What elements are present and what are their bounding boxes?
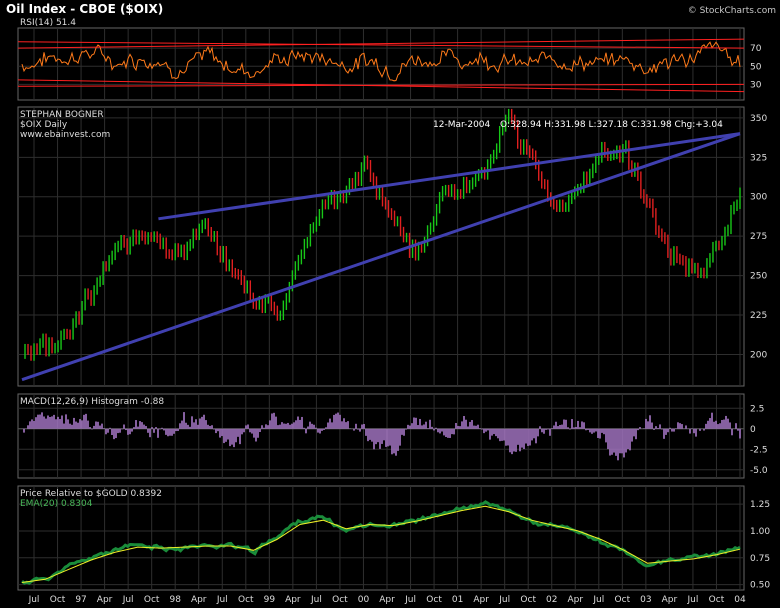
relative-series-line [21, 500, 741, 585]
macd-label: MACD(12,26,9) Histogram -0.88 [20, 397, 164, 407]
y-tick-label: 0 [750, 425, 756, 435]
y-tick-label: 1.25 [750, 500, 770, 510]
x-tick-label: Apr [473, 595, 489, 605]
relative-plot [21, 500, 741, 585]
x-tick-label: Apr [567, 595, 583, 605]
ema-label: EMA(20) 0.8304 [20, 499, 93, 509]
author-label: STEPHAN BOGNER [20, 110, 104, 120]
rsi-series-line [21, 41, 741, 82]
x-tick-label: 03 [640, 595, 651, 605]
x-tick-label: 99 [264, 595, 276, 605]
y-tick-label: 275 [750, 232, 767, 242]
y-axis-ticks: 70 50 30 350 325 300 275 250 225 200 2.5 0 -2.5 -5.0 1… [750, 44, 770, 590]
rsi-label: RSI(14) 51.4 [20, 18, 76, 28]
ohlc-label: O:328.94 H:331.98 L:327.18 C:331.98 Chg:… [500, 120, 723, 130]
x-tick-label: 01 [452, 595, 463, 605]
y-tick-label: 350 [750, 114, 767, 124]
x-tick-label: Apr [97, 595, 113, 605]
x-tick-label: Apr [379, 595, 395, 605]
y-tick-label: 225 [750, 311, 767, 321]
x-tick-label: Jul [498, 595, 510, 605]
x-tick-label: Apr [191, 595, 207, 605]
x-tick-label: Jul [404, 595, 416, 605]
x-tick-label: Oct [50, 595, 66, 605]
x-tick-label: Oct [615, 595, 631, 605]
relative-label: Price Relative to $GOLD 0.8392 [20, 489, 162, 499]
symbol-label: $OIX Daily [20, 120, 68, 130]
y-tick-label: 30 [750, 80, 762, 90]
y-tick-label: 200 [750, 350, 767, 360]
y-tick-label: 250 [750, 272, 767, 282]
y-tick-label: -2.5 [750, 445, 768, 455]
y-tick-label: 325 [750, 153, 767, 163]
rsi-upper-band-line [17, 41, 745, 49]
date-label: 12-Mar-2004 [433, 120, 491, 130]
trend-line [21, 132, 741, 382]
rsi-panel [17, 27, 745, 101]
rsi-upper-band-line [17, 38, 745, 49]
x-tick-label: Oct [144, 595, 160, 605]
x-tick-label: Oct [709, 595, 725, 605]
x-tick-label: Apr [285, 595, 301, 605]
ema-series-line [21, 505, 741, 583]
relative-panel [17, 485, 745, 591]
rsi-lower-band-line [17, 79, 745, 93]
x-tick-label: Jul [310, 595, 322, 605]
x-tick-label: Oct [520, 595, 536, 605]
x-tick-label: Jul [687, 595, 699, 605]
x-tick-label: Jul [592, 595, 604, 605]
x-tick-label: Jul [216, 595, 228, 605]
y-tick-label: 1.00 [750, 527, 770, 537]
y-tick-label: -5.0 [750, 466, 768, 476]
x-tick-label: 97 [75, 595, 86, 605]
y-tick-label: 50 [750, 62, 762, 72]
x-tick-label: Jul [28, 595, 40, 605]
website-label: www.ebainvest.com [20, 130, 110, 140]
x-tick-label: Oct [238, 595, 254, 605]
y-tick-label: 0.50 [750, 581, 770, 591]
x-tick-label: Jul [122, 595, 134, 605]
y-tick-label: 0.75 [750, 554, 770, 564]
macd-plot [18, 412, 744, 461]
x-tick-label: Apr [662, 595, 678, 605]
y-tick-label: 2.5 [750, 404, 764, 414]
watermark-label: © StockCharts.com [688, 6, 776, 16]
trend-line [158, 132, 741, 221]
y-tick-label: 300 [750, 193, 767, 203]
x-tick-label: Oct [426, 595, 442, 605]
x-tick-label: 02 [546, 595, 557, 605]
x-tick-label: 00 [358, 595, 370, 605]
price-plot [21, 108, 741, 382]
x-tick-label: Oct [332, 595, 348, 605]
rsi-plot [17, 38, 745, 93]
chart-title: Oil Index - CBOE ($OIX) [6, 2, 163, 16]
y-tick-label: 70 [750, 44, 762, 54]
x-tick-label: 04 [734, 595, 746, 605]
x-axis-ticks: Jul Oct 97 Apr Jul Oct 98 Apr Jul Oct 99 Apr Jul Oct 0… [28, 595, 746, 605]
x-tick-label: 98 [169, 595, 181, 605]
